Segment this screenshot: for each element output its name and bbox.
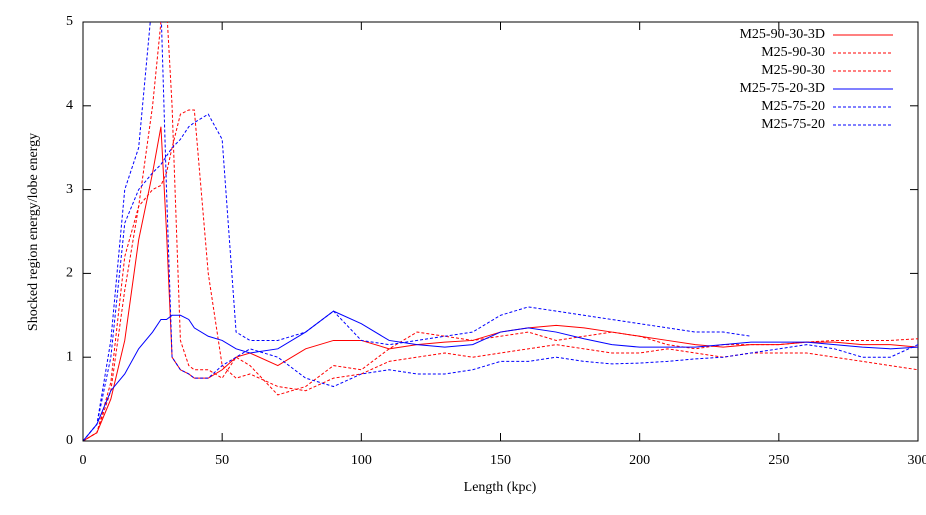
x-tick-label: 150	[490, 453, 511, 468]
series-line	[83, 310, 918, 441]
legend-label: M25-90-30	[761, 45, 825, 60]
series-line	[83, 22, 918, 441]
legend-label: M25-90-30-3D	[739, 27, 825, 42]
x-tick-label: 200	[629, 453, 650, 468]
series-line	[83, 126, 918, 441]
series-line	[83, 113, 752, 441]
y-tick-label: 5	[66, 14, 73, 29]
x-tick-label: 50	[215, 453, 229, 468]
legend-label: M25-75-20	[761, 117, 825, 132]
legend-label: M25-75-20-3D	[739, 81, 825, 96]
y-tick-label: 1	[66, 349, 73, 364]
y-tick-label: 4	[66, 98, 73, 113]
series-line	[83, 22, 918, 441]
y-axis-label: Shocked region energy/lobe energy	[26, 133, 41, 331]
x-tick-label: 250	[768, 453, 789, 468]
plot-area	[83, 22, 918, 441]
x-tick-label: 300	[908, 453, 926, 468]
legend-label: M25-90-30	[761, 63, 825, 78]
series-line	[83, 109, 918, 441]
y-tick-label: 3	[66, 182, 73, 197]
y-tick-label: 2	[66, 266, 73, 281]
x-tick-label: 0	[80, 453, 87, 468]
y-tick-label: 0	[66, 433, 73, 448]
x-tick-label: 100	[351, 453, 372, 468]
legend-label: M25-75-20	[761, 99, 825, 114]
x-axis-label: Length (kpc)	[464, 480, 537, 495]
